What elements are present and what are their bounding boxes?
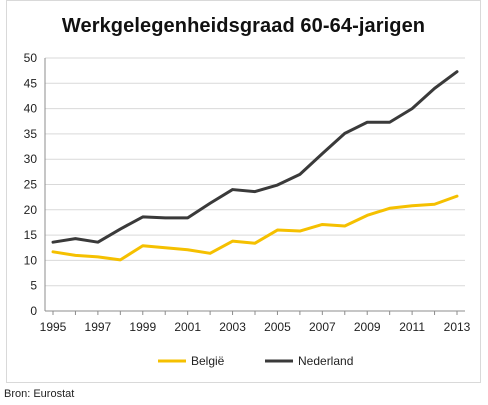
x-tick-label: 2009 (354, 320, 381, 334)
axes (44, 58, 465, 315)
x-tick-label: 1995 (40, 320, 67, 334)
legend: België Nederland (158, 354, 353, 368)
x-tick-label: 2007 (309, 320, 336, 334)
y-tick-label: 25 (24, 178, 38, 192)
series-line-belgie (51, 194, 459, 262)
y-tick-label: 35 (24, 127, 38, 141)
y-tick-label: 30 (24, 152, 38, 166)
y-tick-labels: 0 5 10 15 20 25 30 35 40 45 50 (24, 51, 38, 318)
x-tick-label: 1997 (85, 320, 112, 334)
x-tick-label: 2001 (174, 320, 201, 334)
series-line-nederland (51, 70, 459, 244)
y-tick-label: 0 (30, 304, 37, 318)
x-tick-label: 2013 (444, 320, 471, 334)
x-tick-labels: 1995 1997 1999 2001 2003 2005 2007 2009 2011 2013 (40, 320, 471, 334)
y-tick-label: 45 (24, 76, 38, 90)
x-tick-label: 2005 (264, 320, 291, 334)
line-chart: 0 5 10 15 20 25 30 35 40 45 50 1995 1997 1999 2001 200… (24, 51, 471, 368)
gridlines (45, 57, 465, 287)
y-tick-label: 40 (24, 102, 38, 116)
y-tick-label: 5 (30, 279, 37, 293)
y-tick-label: 50 (24, 51, 38, 65)
legend-label: Nederland (298, 354, 353, 368)
x-tick-label: 2011 (399, 320, 425, 334)
chart-title: Werkgelegenheidsgraad 60-64-jarigen (61, 15, 426, 37)
series-lines (51, 70, 459, 262)
y-tick-label: 15 (24, 228, 38, 242)
legend-label: België (191, 354, 225, 368)
y-tick-label: 10 (24, 253, 38, 267)
y-tick-label: 20 (24, 203, 38, 217)
x-tick-label: 2003 (219, 320, 246, 334)
source-note: Bron: Eurostat (4, 388, 75, 400)
chart-frame: Werkgelegenheidsgraad 60-64-jarigen (6, 0, 481, 383)
x-tick-label: 1999 (129, 320, 156, 334)
